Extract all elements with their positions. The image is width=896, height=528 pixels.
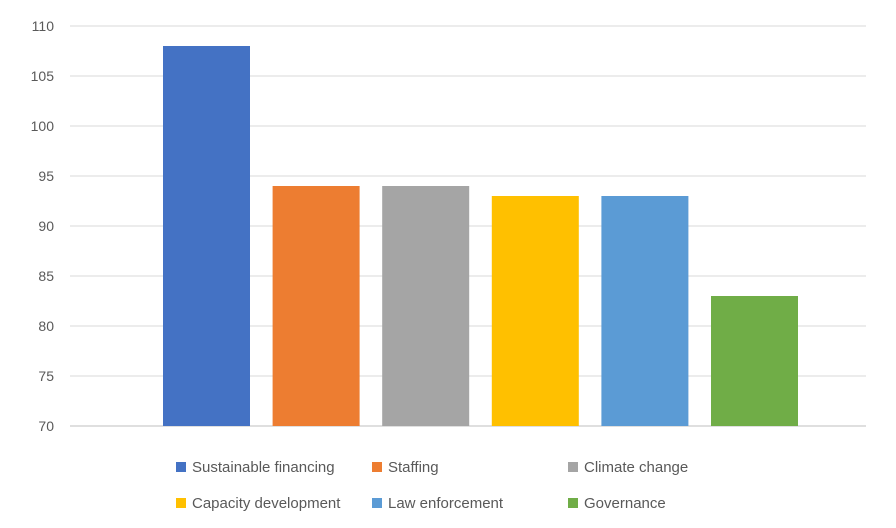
legend-swatch [568, 462, 578, 472]
bar-staffing [272, 186, 360, 426]
legend-item-staffing: Staffing [372, 459, 568, 476]
legend-item-capacity-development: Capacity development [176, 495, 372, 512]
legend-item-climate-change: Climate change [568, 459, 688, 476]
bar-sustainable-financing [163, 46, 250, 426]
legend-swatch [176, 462, 186, 472]
bar-climate-change [382, 186, 470, 426]
bar-law-enforcement [601, 196, 689, 426]
legend-label: Governance [584, 494, 666, 512]
legend-row-2: Capacity development Law enforcement Gov… [176, 492, 736, 514]
y-tick-label: 85 [38, 268, 54, 284]
legend-swatch [176, 498, 186, 508]
bar-governance [711, 296, 798, 426]
legend-row-1: Sustainable financing Staffing Climate c… [176, 456, 736, 478]
bar-chart: 70 75 80 85 90 95 100 105 110 [31, 18, 866, 434]
y-tick-label: 70 [38, 418, 54, 434]
legend-label: Law enforcement [388, 494, 504, 512]
legend-label: Capacity development [192, 494, 341, 512]
legend-item-governance: Governance [568, 495, 666, 512]
y-tick-label: 80 [38, 318, 54, 334]
y-tick-label: 100 [31, 118, 55, 134]
y-tick-label: 105 [31, 68, 55, 84]
legend: Sustainable financing Staffing Climate c… [176, 456, 736, 528]
legend-label: Climate change [584, 458, 689, 476]
y-tick-label: 110 [32, 18, 55, 34]
bar-capacity-development [491, 196, 579, 426]
y-tick-label: 95 [38, 168, 54, 184]
legend-swatch [372, 462, 382, 472]
legend-swatch [372, 498, 382, 508]
legend-label: Sustainable financing [192, 458, 335, 476]
legend-swatch [568, 498, 578, 508]
legend-label: Staffing [388, 458, 439, 476]
legend-item-sustainable-financing: Sustainable financing [176, 459, 372, 476]
legend-item-law-enforcement: Law enforcement [372, 495, 568, 512]
y-tick-label: 90 [38, 218, 54, 234]
y-tick-label: 75 [38, 368, 54, 384]
bars [163, 46, 798, 426]
y-axis-ticks: 70 75 80 85 90 95 100 105 110 [31, 18, 55, 434]
